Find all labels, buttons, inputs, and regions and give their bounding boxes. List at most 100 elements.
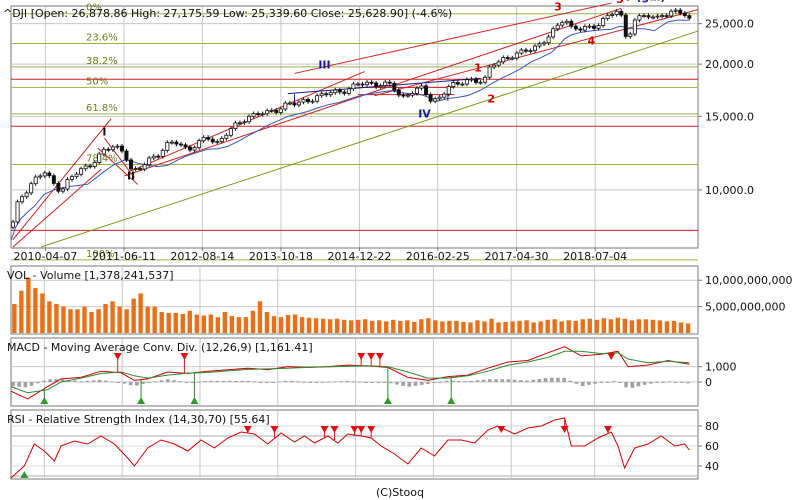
candle-body [669, 10, 674, 17]
candle-body [614, 10, 619, 15]
candle-body [42, 172, 47, 177]
candle-body [678, 9, 683, 14]
candle-body [687, 15, 692, 19]
macd-histogram-bar [611, 381, 616, 383]
volume-bar [82, 306, 87, 333]
macd-sell-marker [180, 353, 189, 360]
macd-histogram-bar [593, 381, 597, 384]
volume-bar [615, 317, 621, 333]
candle-body [460, 83, 465, 86]
candle-body [641, 15, 646, 18]
macd-histogram-bar [172, 380, 176, 382]
volume-bar [517, 320, 522, 333]
volume-bar [320, 318, 326, 333]
volume-bar [299, 317, 305, 333]
volume-bar [40, 293, 45, 333]
candle-body [129, 159, 134, 170]
macd-histogram-bar [345, 380, 350, 382]
price-title: ^DJI [Open: 26,878.86 High: 27,175.59 Lo… [3, 7, 452, 20]
candle-body [392, 82, 397, 91]
rsi-y-tick-label: 60 [705, 440, 719, 453]
rsi-y-tick-label: 40 [705, 460, 719, 473]
macd-signal-markers [40, 352, 616, 404]
macd-lines [10, 346, 690, 400]
macd-histogram-bar [587, 381, 591, 385]
macd-series-line [10, 346, 690, 400]
macd-histogram-bar [370, 381, 374, 383]
macd-histogram-bar [141, 381, 145, 384]
macd-histogram-bar [655, 381, 659, 383]
macd-sell-marker [357, 353, 366, 360]
candle-body [124, 150, 129, 161]
candle-body [174, 141, 179, 145]
wave-sub-label: I [293, 93, 296, 104]
candle-body [632, 19, 637, 35]
macd-histogram-bar [407, 381, 412, 387]
macd-buy-marker [137, 397, 146, 404]
volume-bar [636, 319, 642, 333]
channel-line [374, 9, 699, 97]
candle-body [401, 94, 406, 97]
volume-bar [370, 320, 375, 333]
volume-bar [208, 314, 214, 333]
macd-histogram-bar [401, 381, 405, 386]
trend-channels [11, 2, 699, 248]
candle-body [464, 79, 469, 85]
macd-histogram-bar [630, 381, 635, 388]
candle-body [396, 89, 401, 96]
volume-bar [538, 321, 543, 333]
volume-bar [292, 314, 298, 333]
price-x-tick-label: 2010-04-07 [13, 250, 77, 263]
candle-body [92, 162, 97, 167]
candle-body [433, 98, 438, 102]
candle-body [51, 175, 56, 184]
volume-bars [12, 277, 691, 333]
macd-panel [10, 337, 699, 407]
volume-bar [215, 317, 221, 333]
candle-body [292, 102, 297, 106]
rsi-y-tick-label: 80 [705, 420, 719, 433]
volume-bar [447, 320, 452, 333]
candle-body [192, 147, 197, 151]
candle-body [383, 81, 388, 86]
candle-body [410, 92, 415, 96]
volume-bar [685, 323, 691, 333]
volume-gridlines [11, 267, 698, 333]
rsi-sell-marker [367, 426, 376, 433]
candle-body [169, 141, 174, 144]
macd-histogram-bar [438, 381, 443, 383]
rsi-sell-marker [357, 426, 366, 433]
volume-bar [489, 318, 494, 333]
candle-body [437, 96, 442, 100]
volume-bar [96, 309, 101, 333]
macd-histogram-bar [661, 381, 666, 383]
wave-label: 1 [474, 62, 482, 75]
volume-bar [33, 288, 38, 333]
candle-body [682, 12, 687, 16]
volume-bar [566, 320, 571, 333]
candle-body [451, 82, 456, 87]
candle-body [587, 25, 592, 28]
candle-body [47, 172, 52, 177]
candle-body [283, 102, 288, 110]
rsi-sell-marker [497, 426, 506, 433]
fib-level-label: 100% [86, 249, 115, 260]
candle-body [106, 148, 111, 151]
macd-histogram-bar [85, 380, 90, 382]
candle-body [165, 142, 170, 151]
candle-body [546, 36, 551, 44]
rsi-buy-marker [20, 471, 29, 478]
macd-histogram-bar [54, 379, 59, 382]
volume-bar [68, 309, 73, 333]
price-x-tick-label: 2011-06-11 [92, 250, 156, 263]
candle-body [664, 15, 669, 17]
volume-bar [89, 311, 94, 333]
macd-histogram-bar [432, 381, 436, 383]
candle-body [183, 144, 188, 148]
macd-histogram-bar [104, 380, 108, 382]
candle-body [660, 15, 665, 17]
volume-bar [180, 313, 185, 333]
macd-histogram-bar [636, 381, 641, 387]
macd-histogram-bar [481, 379, 486, 382]
macd-histogram-bar [314, 381, 319, 383]
